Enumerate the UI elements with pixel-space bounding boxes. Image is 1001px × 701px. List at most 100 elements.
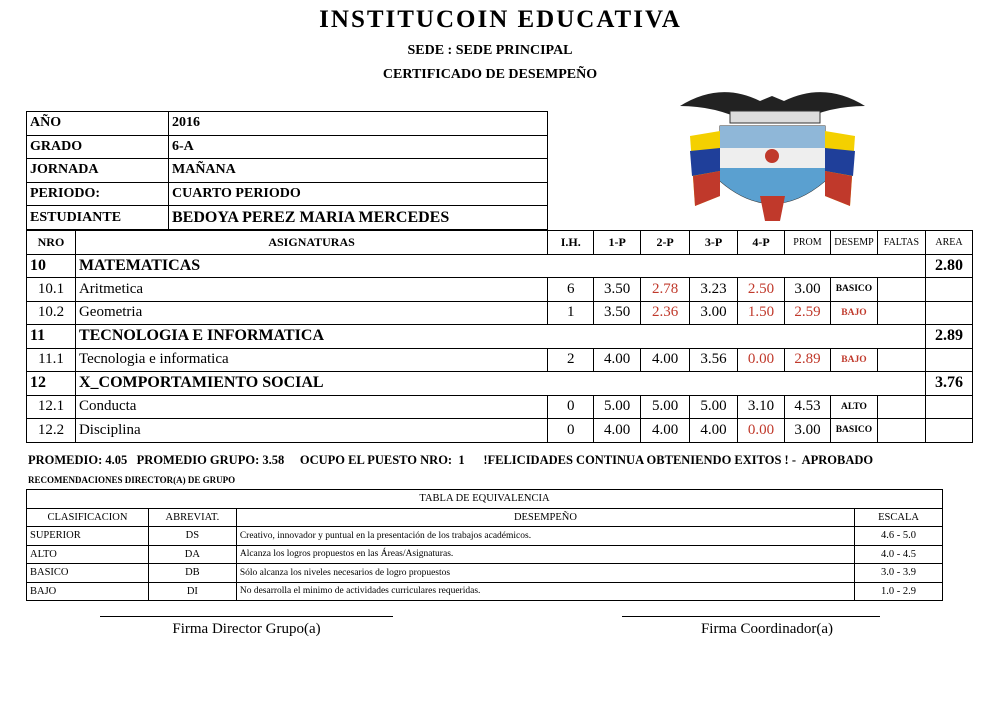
grade-p4: 3.10 [737, 394, 785, 419]
grade-p4: 1.50 [737, 300, 785, 325]
info-value: BEDOYA PEREZ MARIA MERCEDES [168, 205, 548, 230]
area-grade-empty [924, 277, 974, 302]
info-label: ESTUDIANTE [26, 205, 169, 230]
grade-p1: 4.00 [593, 418, 642, 443]
equivalence-column-header: CLASIFICACION [26, 507, 149, 527]
subject-name: Disciplina [74, 418, 549, 443]
subject-number: 11.1 [26, 347, 76, 372]
classification: BASICO [26, 563, 149, 583]
equivalence-column-header: ESCALA [854, 507, 943, 527]
intensity-hours: 6 [547, 277, 595, 302]
subject-number: 12.2 [26, 418, 76, 443]
summary-line: PROMEDIO: 4.05 PROMEDIO GRUPO: 3.58 OCUP… [28, 453, 874, 467]
info-row: ESTUDIANTE BEDOYA PEREZ MARIA MERCEDES [26, 205, 548, 230]
equivalence-column-header: ABREVIAT. [147, 507, 237, 527]
equivalence-row: BASICO DB Sólo alcanza los niveles necesar… [26, 563, 943, 583]
classification: BAJO [26, 581, 149, 601]
area-row: 10 MATEMATICAS 2.80 [26, 253, 974, 278]
grade-p3: 3.23 [689, 277, 739, 302]
grades-table: NRO ASIGNATURAS I.H. 1-P 2-P 3-P 4-P PROM DESEMP… [26, 230, 974, 443]
intensity-hours: 0 [547, 394, 595, 419]
abbreviation: DB [147, 563, 237, 583]
absences [876, 277, 926, 302]
intensity-hours: 2 [547, 347, 595, 372]
column-header: 3-P [689, 230, 739, 255]
area-number: 10 [26, 253, 76, 278]
info-value: CUARTO PERIODO [168, 181, 548, 207]
scale: 3.0 - 3.9 [854, 563, 943, 583]
equivalence-table: TABLA DE EQUIVALENCIA CLASIFICACION ABREVI… [26, 489, 943, 601]
grade-p1: 3.50 [593, 300, 642, 325]
column-header: 1-P [593, 230, 642, 255]
coordinator-signature-line [622, 616, 880, 617]
subject-name: Aritmetica [74, 277, 549, 302]
grade-p2: 5.00 [640, 394, 691, 419]
column-header: FALTAS [876, 230, 926, 255]
subject-row: 10.2 Geometria 1 3.50 2.36 3.00 1.50 2.59 BAJO [26, 300, 974, 325]
coordinator-signature-label: Firma Coordinador(a) [700, 621, 834, 637]
grade-p2: 4.00 [640, 418, 691, 443]
grade-p1: 5.00 [593, 394, 642, 419]
area-grade-empty [924, 418, 974, 443]
abbreviation: DI [147, 581, 237, 601]
description: No desarrolla el minimo de actividades c… [235, 581, 856, 601]
grade-p4: 2.50 [737, 277, 785, 302]
abbreviation: DS [147, 526, 237, 546]
subject-row: 12.1 Conducta 0 5.00 5.00 5.00 3.10 4.53 ALTO [26, 394, 974, 419]
institution-title: INSTITUCOIN EDUCATIVA [319, 6, 682, 33]
grade-p3: 3.56 [689, 347, 739, 372]
info-value: 6-A [168, 134, 548, 160]
grade-p3: 3.00 [689, 300, 739, 325]
classification: ALTO [26, 544, 149, 564]
recommendations-label: RECOMENDACIONES DIRECTOR(A) DE GRUPO [28, 475, 236, 485]
column-header: 4-P [737, 230, 785, 255]
classification: SUPERIOR [26, 526, 149, 546]
equivalence-title: TABLA DE EQUIVALENCIA [26, 489, 943, 509]
grades-header-row: NRO ASIGNATURAS I.H. 1-P 2-P 3-P 4-P PROM DESEMP… [26, 230, 974, 255]
subject-number: 10.2 [26, 300, 76, 325]
area-grade: 2.80 [924, 253, 974, 278]
area-name: MATEMATICAS [74, 253, 926, 278]
info-row: GRADO 6-A [26, 134, 548, 160]
area-grade-empty [924, 394, 974, 419]
grade-p4: 0.00 [737, 347, 785, 372]
info-label: AÑO [26, 111, 169, 136]
performance-level: BAJO [829, 347, 878, 372]
grade-p2: 2.78 [640, 277, 691, 302]
performance-level: ALTO [829, 394, 878, 419]
grade-p3: 4.00 [689, 418, 739, 443]
info-label: PERIODO: [26, 181, 169, 207]
grade-prom: 3.00 [783, 418, 831, 443]
grade-prom: 2.89 [783, 347, 831, 372]
description: Sólo alcanza los niveles necesarios de l… [235, 563, 856, 583]
grade-prom: 2.59 [783, 300, 831, 325]
absences [876, 300, 926, 325]
area-row: 12 X_COMPORTAMIENTO SOCIAL 3.76 [26, 371, 974, 396]
column-header: ASIGNATURAS [74, 230, 549, 255]
grade-p4: 0.00 [737, 418, 785, 443]
equivalence-title-row: TABLA DE EQUIVALENCIA [26, 489, 943, 509]
scale: 1.0 - 2.9 [854, 581, 943, 601]
area-grade-empty [924, 300, 974, 325]
column-header: DESEMP [829, 230, 878, 255]
performance-level: BASICO [829, 418, 878, 443]
absences [876, 418, 926, 443]
equivalence-column-header: DESEMPEÑO [235, 507, 856, 527]
area-name: TECNOLOGIA E INFORMATICA [74, 324, 926, 349]
scale: 4.0 - 4.5 [854, 544, 943, 564]
scale: 4.6 - 5.0 [854, 526, 943, 546]
intensity-hours: 1 [547, 300, 595, 325]
grade-prom: 3.00 [783, 277, 831, 302]
info-label: GRADO [26, 134, 169, 160]
info-row: AÑO 2016 [26, 111, 548, 136]
column-header: PROM [783, 230, 831, 255]
director-signature-label: Firma Director Grupo(a) [172, 621, 321, 637]
coat-of-arms-emblem [680, 92, 865, 221]
equivalence-row: BAJO DI No desarrolla el minimo de activid… [26, 581, 943, 601]
equivalence-row: SUPERIOR DS Creativo, innovador y puntual … [26, 526, 943, 546]
subject-number: 12.1 [26, 394, 76, 419]
info-row: PERIODO: CUARTO PERIODO [26, 181, 548, 207]
equivalence-row: ALTO DA Alcanza los logros propuestos en l… [26, 544, 943, 564]
subject-name: Tecnologia e informatica [74, 347, 549, 372]
area-name: X_COMPORTAMIENTO SOCIAL [74, 371, 926, 396]
